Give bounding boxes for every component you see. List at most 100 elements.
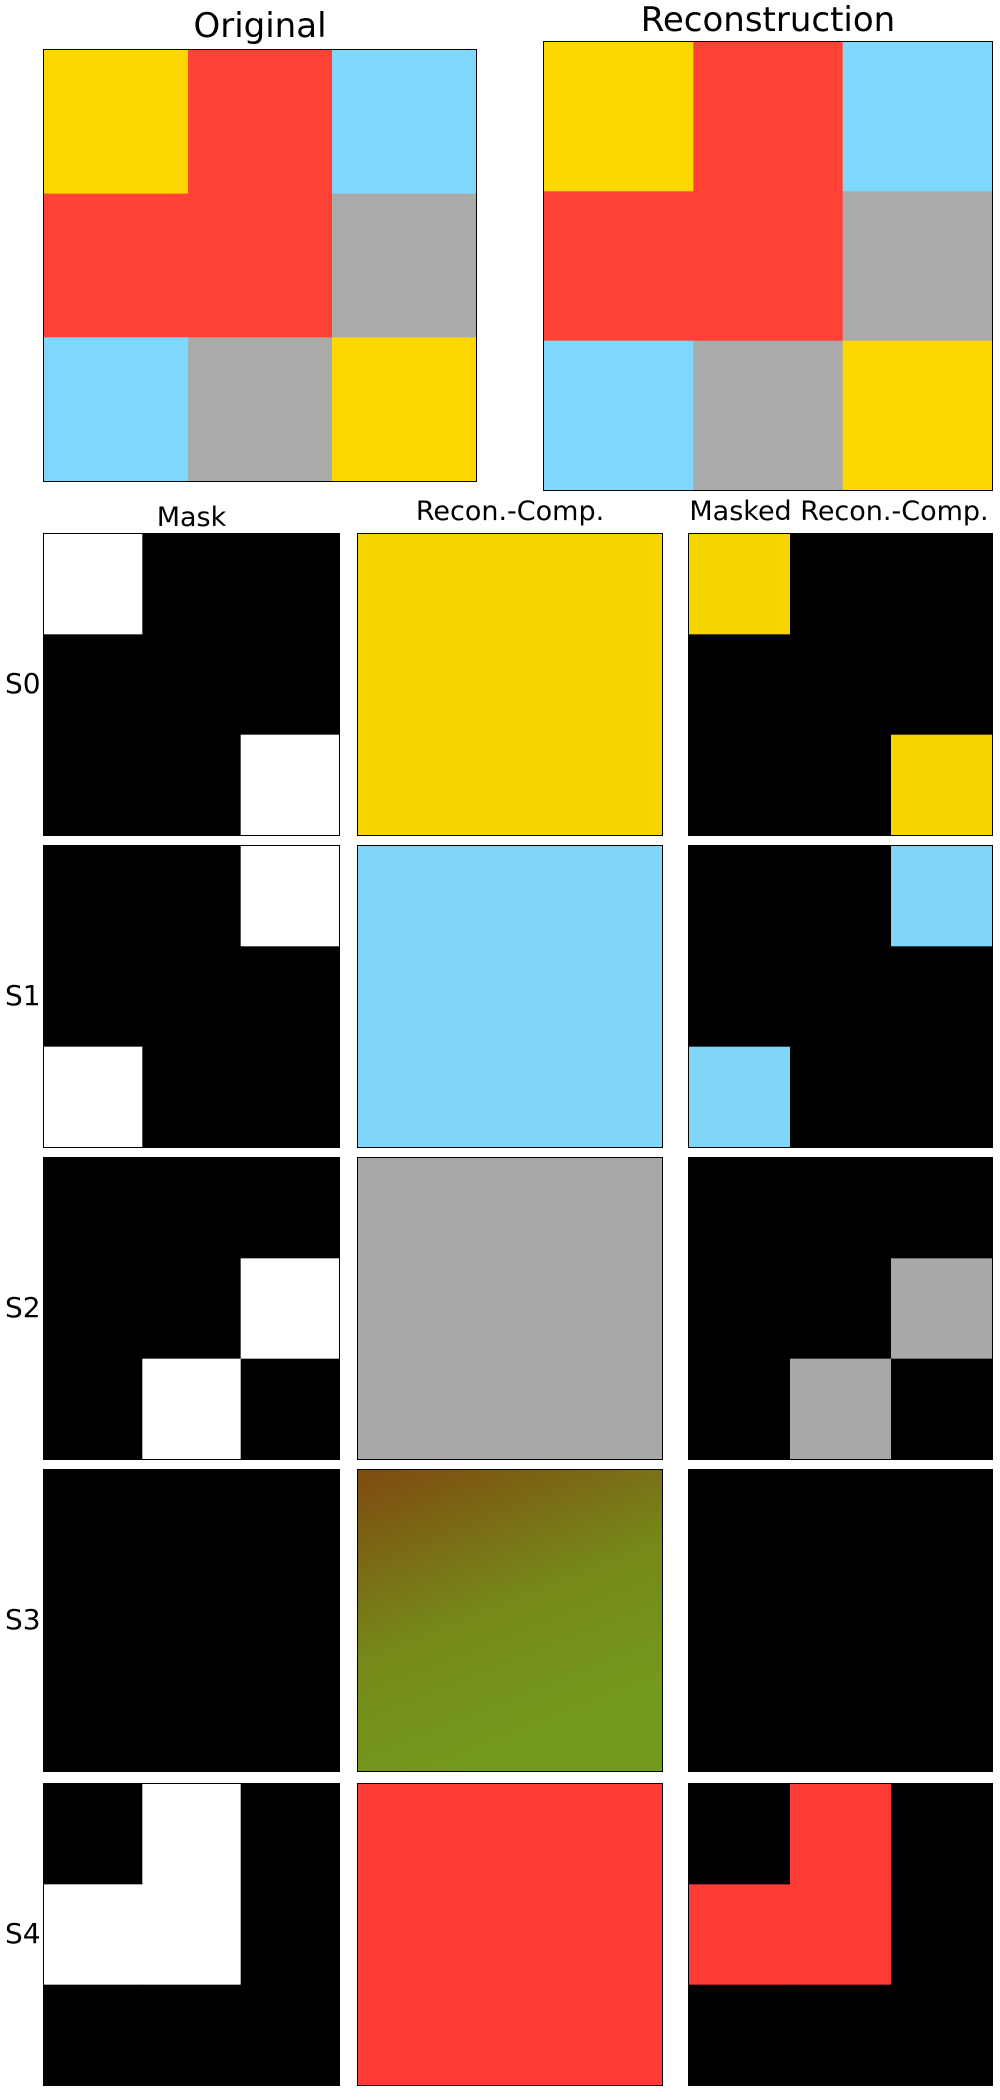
masked-cell (689, 734, 792, 835)
mask-cell (44, 1570, 144, 1672)
mask-cell (44, 634, 144, 736)
masked-cell (689, 1784, 792, 1886)
original-cell (188, 50, 334, 196)
masked-cell (790, 1784, 893, 1886)
masked-cell (790, 1258, 893, 1360)
masked-cell (790, 1884, 893, 1986)
masked-cell (891, 846, 992, 948)
original-cell (44, 193, 190, 339)
masked-cell (689, 1258, 792, 1360)
mask-cell (44, 1258, 144, 1360)
masked-cell (689, 946, 792, 1048)
masked-cell (790, 734, 893, 835)
mask-cell (240, 1570, 339, 1672)
mask-cell (142, 1158, 242, 1260)
reconstruction-image (543, 41, 993, 491)
mask-cell (240, 734, 339, 835)
mask-cell (44, 846, 144, 948)
masked-cell (891, 1258, 992, 1360)
reconstruction-cell (693, 340, 845, 490)
mask-panel (43, 533, 340, 836)
masked-cell (891, 1046, 992, 1147)
mask-cell (240, 1470, 339, 1572)
masked-cell (790, 846, 893, 948)
mask-cell (44, 1784, 144, 1886)
mask-cell (44, 1984, 144, 2085)
mask-cell (240, 1884, 339, 1986)
masked-cell (790, 1984, 893, 2085)
masked-recon-comp-panel (688, 1469, 993, 1772)
masked-cell (689, 1570, 792, 1672)
mask-panel (43, 1157, 340, 1460)
original-cell (332, 337, 476, 481)
mask-cell (142, 1358, 242, 1459)
reconstruction-cell (544, 340, 695, 490)
recon-comp-panel (357, 533, 663, 836)
mask-cell (240, 1258, 339, 1360)
reconstruction-cell (693, 191, 845, 343)
mask-panel (43, 1469, 340, 1772)
mask-cell (142, 846, 242, 948)
mask-cell (142, 1670, 242, 1771)
masked-cell (891, 1158, 992, 1260)
masked-cell (891, 1884, 992, 1986)
masked-cell (689, 1046, 792, 1147)
mask-cell (142, 1884, 242, 1986)
slot-label: S3 (5, 1602, 41, 1636)
mask-cell (142, 1984, 242, 2085)
mask-cell (142, 1784, 242, 1886)
mask-cell (44, 1670, 144, 1771)
masked-cell (790, 1158, 893, 1260)
masked-cell (790, 946, 893, 1048)
component-fill (358, 1470, 662, 1771)
masked-cell (891, 734, 992, 835)
mask-cell (240, 1984, 339, 2085)
mask-cell (44, 734, 144, 835)
masked-cell (689, 1670, 792, 1771)
mask-cell (44, 1470, 144, 1572)
mask-cell (142, 1258, 242, 1360)
slot-label: S1 (5, 978, 41, 1012)
mask-cell (44, 1046, 144, 1147)
masked-recon-comp-column-title: Masked Recon.-Comp. (689, 496, 989, 527)
reconstruction-grid (544, 42, 992, 490)
masked-recon-comp-panel (688, 845, 993, 1148)
original-image (43, 49, 477, 482)
masked-cell (790, 1046, 893, 1147)
masked-cell (891, 946, 992, 1048)
masked-cell (790, 1358, 893, 1459)
mask-cell (44, 1358, 144, 1459)
recon-comp-panel (357, 1469, 663, 1772)
mask-cell (44, 1158, 144, 1260)
mask-cell (142, 946, 242, 1048)
mask-cell (142, 1470, 242, 1572)
recon-comp-panel (357, 1157, 663, 1460)
masked-cell (689, 1358, 792, 1459)
masked-cell (891, 534, 992, 636)
mask-column-title: Mask (156, 502, 227, 533)
mask-cell (240, 534, 339, 636)
masked-cell (689, 1984, 792, 2085)
component-fill (358, 846, 662, 1147)
masked-cell (689, 846, 792, 948)
masked-cell (689, 1470, 792, 1572)
masked-recon-comp-panel (688, 1157, 993, 1460)
recon-comp-panel (357, 845, 663, 1148)
masked-cell (790, 1670, 893, 1771)
mask-cell (240, 1670, 339, 1771)
original-cell (44, 50, 190, 196)
mask-cell (240, 1784, 339, 1886)
component-fill (358, 534, 662, 835)
slot-label: S0 (5, 666, 41, 700)
masked-cell (891, 1470, 992, 1572)
masked-cell (689, 534, 792, 636)
reconstruction-cell (842, 340, 992, 490)
masked-cell (891, 634, 992, 736)
reconstruction-cell (842, 42, 992, 193)
masked-cell (891, 1358, 992, 1459)
original-title: Original (193, 6, 327, 46)
slot-label: S4 (5, 1916, 41, 1950)
original-cell (188, 193, 334, 339)
reconstruction-title: Reconstruction (640, 0, 896, 40)
mask-cell (240, 634, 339, 736)
